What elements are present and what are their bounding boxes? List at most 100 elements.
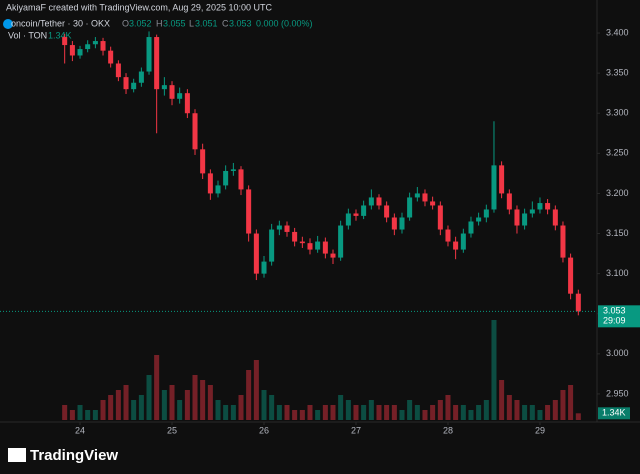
volume-bar — [108, 395, 114, 420]
change: 0.000 (0.00%) — [256, 18, 313, 28]
volume-bar — [192, 375, 198, 420]
volume-bar — [522, 405, 528, 420]
volume-bar — [215, 400, 221, 420]
candle-body — [384, 205, 390, 218]
volume-title: Vol · TON — [8, 30, 47, 40]
volume-bar — [62, 405, 68, 420]
volume-bar — [269, 395, 275, 420]
candle-body — [223, 170, 229, 186]
x-tick-label: 25 — [167, 425, 177, 435]
volume-bar — [491, 320, 497, 420]
candle-body — [100, 41, 106, 51]
volume-bar — [146, 375, 152, 420]
volume-bar — [514, 400, 520, 420]
candle-body — [483, 209, 489, 218]
volume-bar — [315, 410, 321, 420]
candle-body — [246, 189, 252, 234]
volume-bar — [253, 360, 259, 420]
candle-body — [506, 193, 512, 210]
volume-bar — [284, 405, 290, 420]
candle-body — [445, 229, 451, 242]
volume-bar — [131, 400, 137, 420]
y-tick-label: 3.100 — [606, 268, 629, 278]
volume-bar — [92, 410, 98, 420]
candle-body — [307, 243, 313, 250]
volume-bar — [230, 405, 236, 420]
candle-body — [345, 213, 351, 226]
candle-body — [552, 209, 558, 226]
candle-body — [545, 203, 551, 210]
volume-bar — [537, 410, 543, 420]
candle-body — [69, 45, 75, 56]
candle-body — [284, 225, 290, 232]
volume-bar — [223, 405, 229, 420]
candle-body — [146, 37, 152, 72]
candle-body — [514, 209, 520, 226]
volume-bar — [391, 405, 397, 420]
y-tick-label: 2.950 — [606, 388, 629, 398]
volume-bar — [345, 400, 351, 420]
x-tick-label: 26 — [259, 425, 269, 435]
candle-body — [468, 221, 474, 234]
candle-body — [269, 229, 275, 262]
candle-body — [184, 93, 190, 114]
volume-bar — [69, 410, 75, 420]
brand: TradingView — [30, 447, 118, 464]
candle-body — [238, 169, 244, 190]
volume-value: 1.34K — [48, 30, 72, 40]
volume-bar — [560, 390, 566, 420]
volume-bar — [414, 405, 420, 420]
candle-body — [560, 225, 566, 258]
volume-bar — [169, 385, 175, 420]
candle-body — [138, 71, 144, 83]
candle-body — [338, 225, 344, 258]
y-tick-label: 3.300 — [606, 108, 629, 118]
volume-bar — [430, 405, 436, 420]
volume-bar — [384, 405, 390, 420]
candle-body — [207, 173, 213, 194]
volume-bar — [299, 410, 305, 420]
candle-body — [315, 241, 321, 250]
volume-bar — [545, 405, 551, 420]
candle-body — [422, 193, 428, 202]
volume-bar — [338, 395, 344, 420]
volume-bar — [177, 400, 183, 420]
volume-bar — [353, 405, 359, 420]
symbol-icon — [3, 19, 13, 29]
candle-body — [115, 63, 121, 78]
symbol: oncoin/Tether · 30 · OKX — [11, 18, 110, 28]
candle-body — [376, 197, 382, 206]
volume-bar — [330, 405, 336, 420]
candle-body — [399, 217, 405, 230]
candle-body — [131, 82, 137, 90]
candle-body — [537, 203, 543, 210]
candle-body — [108, 50, 114, 64]
last-volume-label: 1.34K — [602, 408, 626, 418]
candle-body — [276, 225, 282, 230]
volume-bar — [115, 390, 121, 420]
volume-bar — [529, 405, 535, 420]
candle-body — [430, 201, 436, 206]
last-price-box — [598, 305, 640, 328]
candle-body — [92, 41, 98, 45]
candle-body — [407, 197, 413, 218]
candle-body — [192, 113, 198, 150]
volume-bar — [100, 400, 106, 420]
candle-body — [499, 165, 505, 194]
volume-bar — [568, 385, 574, 420]
candle-body — [575, 293, 581, 312]
brand-logo — [8, 448, 26, 462]
volume-bar — [460, 405, 466, 420]
volume-bar — [361, 405, 367, 420]
volume-bar — [499, 380, 505, 420]
x-tick-label: 29 — [535, 425, 545, 435]
candle-body — [522, 213, 528, 226]
volume-bar — [207, 385, 213, 420]
volume-bar — [123, 385, 129, 420]
volume-bar — [261, 390, 267, 420]
volume-bar — [85, 410, 91, 420]
volume-bar — [154, 355, 160, 420]
candle-body — [460, 233, 466, 250]
x-tick-label: 28 — [443, 425, 453, 435]
